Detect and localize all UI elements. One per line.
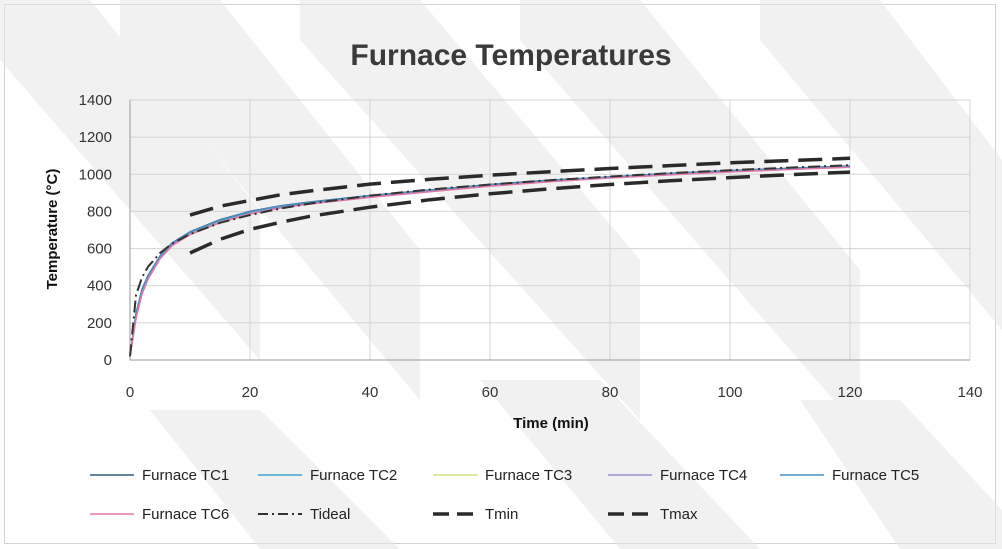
chart-title: Furnace Temperatures	[350, 39, 671, 72]
series-line-tmin	[189, 170, 851, 255]
y-tick-label: 1200	[79, 129, 112, 146]
x-tick-label: 20	[242, 384, 259, 401]
y-tick-label: 1400	[79, 92, 112, 109]
y-tick-label: 400	[87, 278, 112, 295]
series-line-furnace-tc6	[129, 166, 851, 357]
x-tick-label: 120	[837, 384, 862, 401]
y-tick-label: 600	[87, 241, 112, 258]
y-tick-label: 1000	[79, 166, 112, 183]
x-tick-label: 40	[362, 384, 379, 401]
legend-label-furnace-tc1: Furnace TC1	[142, 467, 229, 484]
legend: Furnace TC1 Furnace TC2 Furnace TC3 Furnace…	[90, 467, 919, 523]
legend-label-furnace-tc5: Furnace TC5	[832, 467, 919, 484]
series-line-tideal	[129, 164, 851, 357]
y-tick-label: 200	[87, 315, 112, 332]
legend-label-furnace-tc6: Furnace TC6	[142, 506, 229, 523]
series-line-tmax	[189, 156, 851, 217]
y-tick-label: 800	[87, 203, 112, 220]
legend-label-tmin: Tmin	[485, 506, 518, 523]
x-tick-label: 140	[957, 384, 982, 401]
legend-label-furnace-tc3: Furnace TC3	[485, 467, 572, 484]
x-tick-label: 100	[717, 384, 742, 401]
legend-label-tideal: Tideal	[310, 506, 350, 523]
y-axis-title: Temperature (°C)	[44, 169, 61, 290]
grid-lines	[129, 99, 971, 361]
x-tick-label: 80	[602, 384, 619, 401]
series-lines	[129, 156, 851, 357]
legend-label-furnace-tc4: Furnace TC4	[660, 467, 747, 484]
x-tick-label: 60	[482, 384, 499, 401]
axis-ticks: 0 200 400 600 800 1000 1200 1400 0 20 40 60 80 100 120…	[79, 92, 983, 401]
y-tick-label: 0	[104, 352, 112, 369]
x-axis-title: Time (min)	[513, 415, 589, 432]
legend-label-tmax: Tmax	[660, 506, 698, 523]
legend-label-furnace-tc2: Furnace TC2	[310, 467, 397, 484]
x-tick-label: 0	[126, 384, 134, 401]
